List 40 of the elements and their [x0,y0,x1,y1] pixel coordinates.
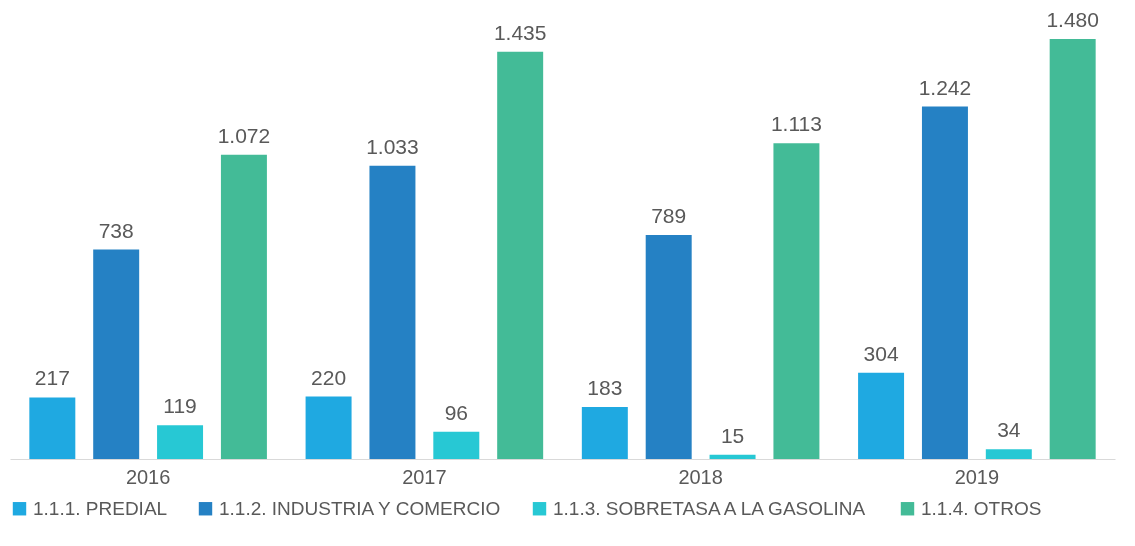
bar [433,431,480,459]
bar [985,449,1032,459]
data-label: 1.435 [493,20,547,44]
data-label: 15 [720,423,745,447]
legend-label: 1.1.4. OTROS [921,497,1042,519]
data-label: 1.033 [366,134,419,158]
x-tick-label: 2019 [954,465,1000,488]
data-label: 183 [587,376,623,400]
bar [645,235,692,459]
bar [858,372,905,459]
bar [581,407,628,459]
bar [157,425,204,459]
bar [709,454,756,459]
data-label: 34 [997,418,1021,442]
x-tick-label: 2016 [125,465,171,488]
data-label: 96 [444,400,468,424]
data-label: 738 [98,218,134,242]
x-tick-label: 2017 [402,465,447,488]
data-label: 217 [34,366,70,390]
data-label: 789 [651,204,687,228]
data-label: 220 [311,365,347,389]
bar [497,51,544,459]
bar [305,396,352,459]
data-label: 304 [863,341,899,365]
bar [220,154,267,459]
data-label: 1.480 [1046,8,1099,31]
data-label: 1.072 [217,123,271,147]
bar [93,249,140,459]
bar [773,143,820,459]
legend-label: 1.1.1. PREDIAL [33,497,168,519]
bar [369,165,416,459]
bar [29,397,76,459]
data-label: 1.113 [770,112,822,136]
x-tick-label: 2018 [678,465,723,488]
data-label: 1.242 [918,75,972,99]
legend-label: 1.1.3. SOBRETASA A LA GASOLINA [553,497,866,519]
data-label: 119 [163,394,197,418]
legend-label: 1.1.2. INDUSTRIA Y COMERCIO [219,497,501,519]
bar [1049,39,1096,459]
bar [921,106,968,459]
